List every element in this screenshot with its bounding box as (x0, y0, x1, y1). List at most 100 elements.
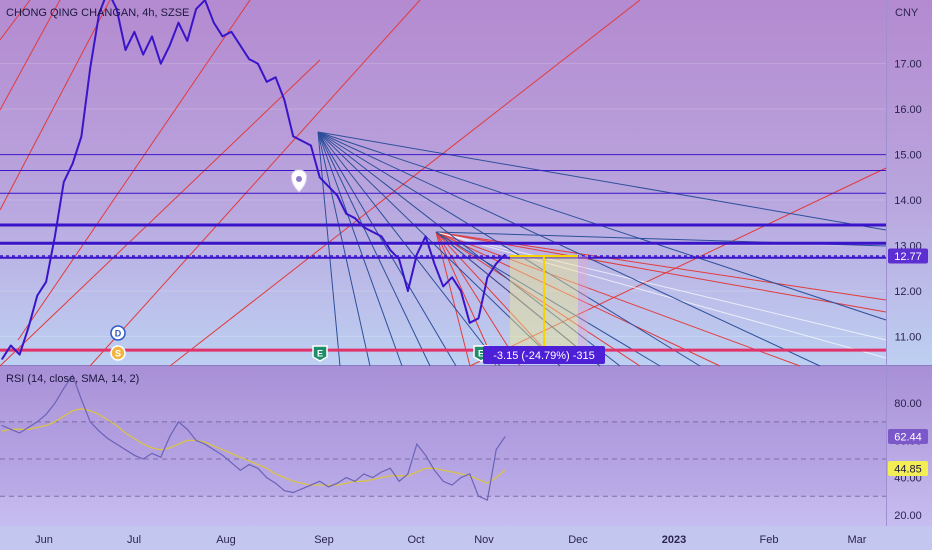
blue-fan-line (317, 131, 371, 367)
time-tick-label: Feb (760, 534, 779, 546)
rsi-line-point (363, 473, 365, 475)
symbol-title[interactable]: CHONG QING CHANGAN, 4h, SZSE (6, 7, 189, 19)
price-line (1, 0, 506, 360)
rsi-sma-line-point (160, 449, 162, 451)
price-point (327, 185, 330, 188)
price-point (239, 44, 241, 47)
rsi-sma-line-point (142, 443, 144, 445)
rsi-line-point (107, 438, 109, 440)
currency-label[interactable]: CNY (895, 7, 919, 19)
earnings-badge-letter: E (478, 349, 484, 359)
sma-value-badge: 44.85 (888, 461, 928, 476)
rsi-line-point (80, 398, 82, 400)
price-point (416, 254, 418, 256)
rsi-line-point (354, 480, 356, 482)
price-point (204, 0, 206, 1)
split-badge[interactable] (110, 345, 126, 361)
price-point (186, 40, 188, 42)
price-point (292, 135, 294, 137)
rsi-line-point (133, 454, 135, 456)
time-axis-background (0, 526, 932, 550)
rsi-line-point (336, 482, 338, 484)
rsi-sma-line-point (416, 471, 418, 473)
price-point (89, 67, 91, 69)
rsi-sma-line-point (336, 484, 338, 486)
split-badge-letter: S (115, 349, 121, 359)
red-trendline (0, 0, 31, 41)
rsi-sma-line-point (239, 456, 241, 458)
rsi-sma-line-point (222, 449, 224, 451)
rsi-sma-line-point (54, 421, 56, 423)
measure-tool[interactable] (510, 255, 588, 346)
price-point (266, 81, 268, 83)
rsi-line-point (504, 436, 506, 438)
red-fan-line (435, 231, 561, 367)
price-point (504, 254, 506, 256)
rsi-sma-line-point (186, 439, 188, 441)
dividend-badge[interactable] (110, 325, 126, 341)
rsi-sma-line-point (301, 482, 303, 484)
rsi-line-point (486, 499, 488, 501)
rsi-line-point (275, 482, 277, 484)
time-tick-label: 2023 (662, 534, 686, 546)
blue-fan-line (435, 231, 601, 367)
rsi-line-point (63, 387, 65, 389)
price-point (495, 263, 497, 265)
event-badges[interactable]: DS E E (110, 325, 489, 362)
rsi-line-point (54, 402, 56, 404)
rsi-sma-line-point (116, 425, 118, 427)
measure-box-edge (578, 256, 588, 346)
price-point (213, 22, 215, 24)
rsi-sma-line-point (45, 425, 47, 427)
price-point (372, 231, 374, 233)
location-pin-icon[interactable] (291, 169, 307, 193)
price-point (433, 263, 436, 265)
price-tick-label: 16.00 (894, 104, 922, 116)
red-fan-line (435, 231, 497, 367)
price-point (124, 49, 127, 51)
price-point (1, 358, 3, 360)
price-point (257, 63, 259, 65)
red-fan-line (435, 231, 887, 313)
price-point (98, 13, 100, 15)
price-point (19, 354, 21, 356)
blue-fan-line (317, 131, 701, 367)
price-point (195, 8, 197, 10)
price-series (1, 0, 506, 360)
price-point (142, 53, 144, 56)
red-trendline (0, 0, 111, 211)
blue-fan-line (435, 231, 661, 367)
price-point (54, 235, 56, 238)
price-point (230, 31, 233, 33)
sma-value-text: 44.85 (894, 464, 922, 476)
rsi-sma-line-point (1, 430, 3, 432)
rsi-line-point (451, 484, 453, 486)
measure-label[interactable]: -3.15 (-24.79%) -315 (483, 346, 605, 364)
rsi-line-point (177, 421, 179, 423)
earnings-badge[interactable] (312, 345, 328, 362)
blue-fan-line (317, 131, 341, 367)
price-tick-label: 11.00 (895, 331, 922, 343)
time-tick-label: Oct (407, 534, 424, 546)
price-point (398, 258, 400, 260)
rsi-sma-line-point (372, 478, 374, 480)
price-point (283, 99, 285, 101)
blue-fan-line (317, 131, 457, 367)
price-tick-label: 15.00 (894, 150, 922, 162)
rsi-sma-line-point (89, 410, 91, 412)
rsi-line-point (283, 490, 285, 492)
rsi-line-point (416, 443, 418, 445)
price-point (477, 317, 480, 319)
red-fan-line (435, 231, 471, 367)
blue-fan-line (317, 131, 621, 367)
rsi-line-point (213, 449, 215, 451)
last-price-badge: 12.77 (888, 248, 928, 264)
time-tick-label: Mar (848, 534, 867, 546)
rsi-title[interactable]: RSI (14, close, SMA, 14, 2) (6, 373, 139, 385)
red-trendline (469, 167, 887, 367)
rsi-line-point (328, 486, 330, 488)
price-point (80, 135, 83, 137)
rsi-sma-line-point (442, 469, 444, 471)
red-fan-line (435, 231, 521, 367)
rsi-band-fill (0, 421, 886, 497)
